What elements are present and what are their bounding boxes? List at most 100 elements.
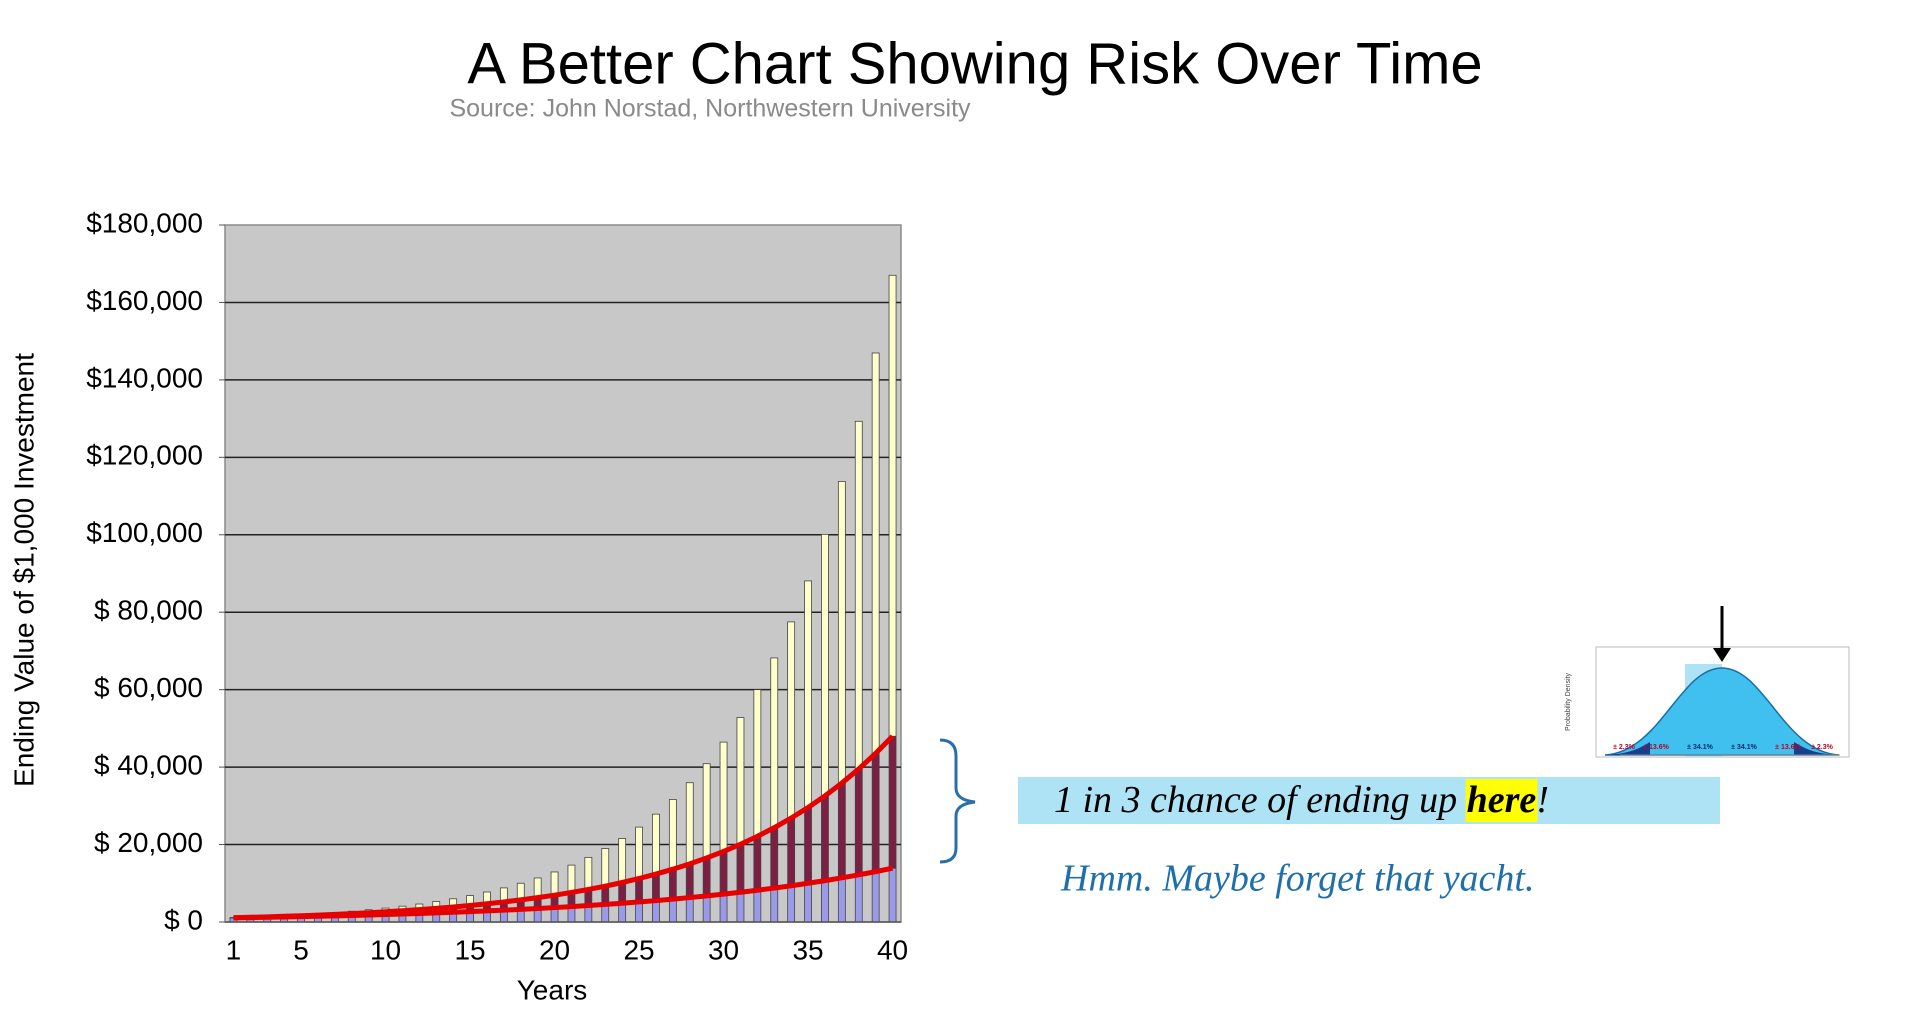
bar-segment	[618, 902, 627, 923]
chart-subtitle: Source: John Norstad, Northwestern Unive…	[449, 95, 971, 123]
y-tick-label: $180,000	[86, 207, 203, 238]
bar-segment	[770, 657, 779, 829]
bar-segment	[787, 885, 796, 923]
bar-segment	[787, 621, 796, 819]
bar-segment	[668, 868, 677, 900]
inset-label: ± 34.1%	[1731, 744, 1757, 751]
annotation-text: 1 in 3 chance of ending up	[1054, 779, 1467, 821]
y-tick-label: $ 0	[164, 904, 203, 935]
bar-segment	[871, 752, 880, 873]
bar-segment	[871, 352, 880, 754]
y-tick-label: $140,000	[86, 362, 203, 393]
bar-segment	[533, 877, 542, 899]
bar-segment	[787, 817, 796, 887]
y-tick-label: $ 20,000	[94, 827, 203, 858]
bar-segment	[871, 871, 880, 923]
bar-segment	[635, 878, 643, 903]
bar-segment	[668, 799, 677, 870]
here-highlight	[1465, 779, 1538, 822]
x-tick-label: 40	[877, 934, 908, 965]
annotation-text: !	[1536, 779, 1549, 821]
bar-segment	[821, 533, 829, 797]
x-tick-label: 25	[623, 934, 654, 965]
bar-segment	[736, 891, 745, 923]
comment: Hmm. Maybe forget that yacht.	[1060, 858, 1534, 900]
x-tick-label: 30	[708, 934, 739, 965]
bell-tail	[1605, 742, 1839, 755]
bar-segment	[618, 882, 627, 904]
bar-segment	[821, 880, 829, 923]
bar-segment	[854, 768, 863, 876]
bar-segment	[567, 864, 576, 893]
bar-segment	[702, 857, 711, 897]
bar-segment	[753, 689, 762, 837]
bar-segment	[804, 882, 812, 923]
x-tick-label: 5	[293, 934, 309, 965]
y-tick-label: $ 60,000	[94, 672, 203, 703]
bar-segment	[837, 782, 846, 879]
y-tick-label: $160,000	[86, 285, 203, 316]
x-tick-label: 15	[454, 934, 485, 965]
bar-segment	[668, 898, 677, 923]
highlight-box	[1018, 777, 1720, 824]
bar-segment	[736, 843, 745, 893]
bar-segment	[685, 897, 694, 923]
bar-segment	[837, 877, 846, 923]
bar-segment	[652, 900, 660, 923]
bar-segment	[618, 838, 627, 883]
inset: Probability Density ± 2.3% ± 13.6% ± 34.1%…	[1565, 606, 1850, 758]
bar-segment	[652, 813, 660, 875]
bar-segment	[685, 782, 694, 865]
annotation: 1 in 3 chance of ending up here!	[1054, 779, 1549, 821]
bar-segment	[652, 873, 660, 901]
bell-curve	[1604, 667, 1840, 756]
bar-segment	[702, 895, 711, 923]
bar-segment	[635, 826, 643, 879]
x-tick-label: 20	[539, 934, 570, 965]
bar-segment	[888, 735, 897, 869]
chart-title: A Better Chart Showing Risk Over Time	[467, 31, 1482, 96]
y-tick-label: $120,000	[86, 440, 203, 471]
x-tick-label: 1	[226, 934, 242, 965]
bar-segment	[821, 795, 829, 882]
inset-label: ± 13.6%	[1775, 744, 1801, 751]
inset-label: ± 34.1%	[1687, 744, 1713, 751]
x-tick-label: 10	[370, 934, 401, 965]
y-tick-label: $100,000	[86, 517, 203, 548]
bar-segment	[550, 871, 559, 896]
inset-y-label: Probability Density	[1565, 673, 1572, 731]
inset-label: ± 2.3%	[1613, 744, 1636, 751]
bar-segment	[770, 887, 779, 923]
bar-segment	[770, 827, 779, 889]
bar-segment	[584, 856, 593, 890]
bar-segment	[635, 901, 643, 923]
bar-segment	[719, 741, 728, 852]
bar-segment	[753, 835, 762, 891]
inset-label: ± 13.6%	[1643, 744, 1669, 751]
x-tick-label: 35	[792, 934, 823, 965]
arrow-head	[1713, 648, 1731, 662]
plot-area	[224, 224, 902, 923]
bar-segment	[601, 848, 610, 887]
bar-segment	[736, 717, 745, 845]
y-tick-label: $ 40,000	[94, 750, 203, 781]
bar-segment	[804, 580, 812, 808]
y-axis-title: Ending Value of $1,000 Investment	[8, 353, 39, 787]
bar-segment	[888, 274, 897, 737]
bar-segment	[837, 481, 846, 784]
bar-segment	[719, 851, 728, 895]
bar-segment	[719, 893, 728, 923]
bar-segment	[753, 889, 762, 923]
boundary-line	[233, 734, 895, 921]
bar-segment	[685, 863, 694, 898]
x-axis-title: Years	[517, 974, 588, 1005]
brace	[939, 738, 976, 864]
bar-segment	[854, 420, 863, 770]
bar-segment	[854, 874, 863, 923]
bar-segment	[888, 867, 897, 923]
annotation-highlight: here	[1467, 779, 1537, 821]
bar-segment	[702, 763, 711, 859]
bar-segment	[804, 807, 812, 884]
